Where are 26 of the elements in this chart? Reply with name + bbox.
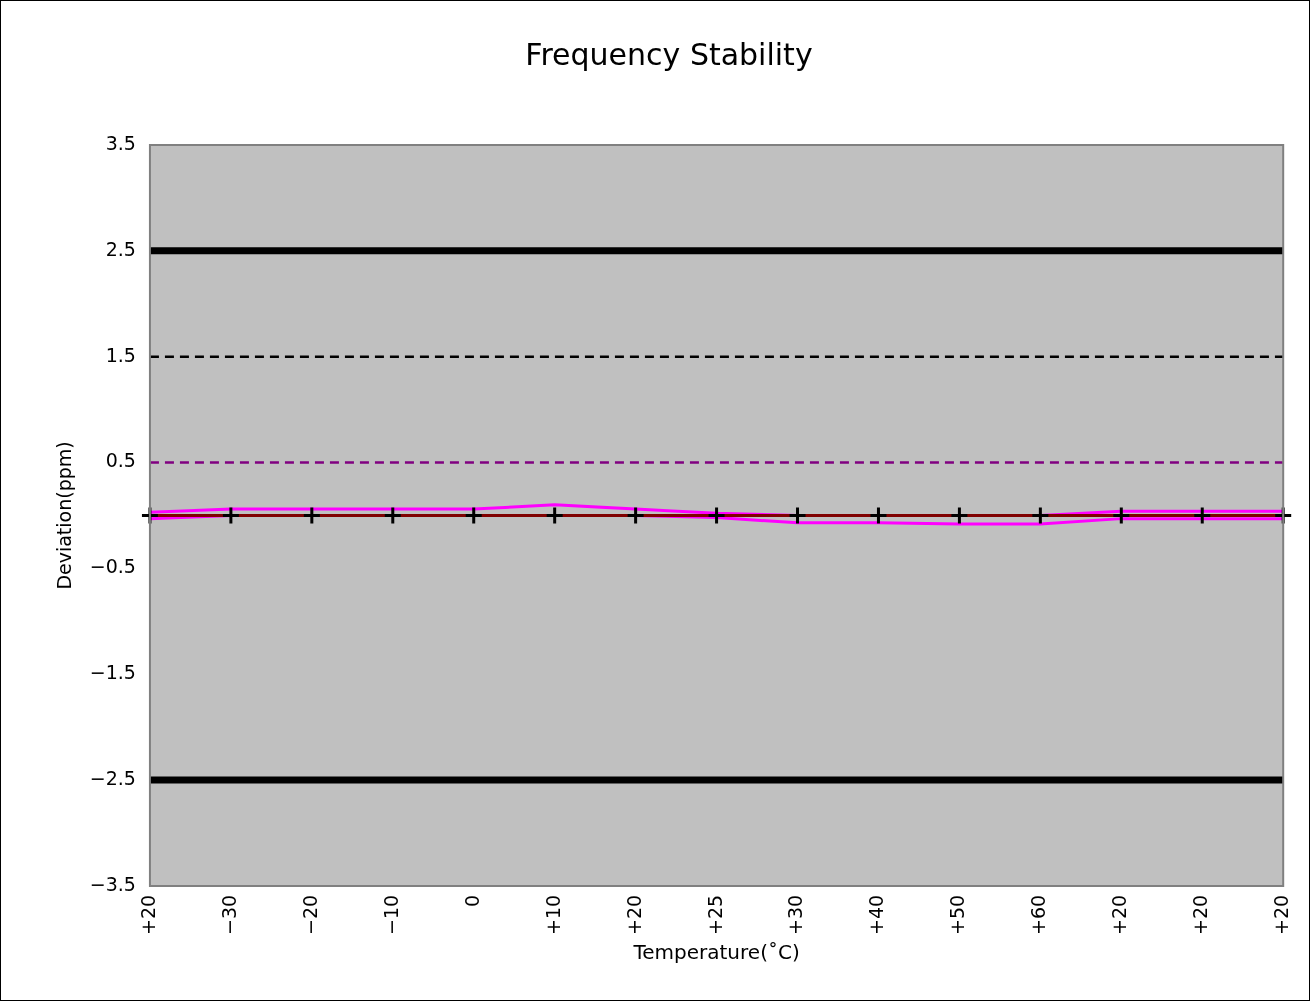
y-tick-label: 2.5 — [105, 237, 136, 260]
y-axis-title: Deviation(ppm) — [53, 441, 76, 590]
y-tick-label: −2.5 — [89, 767, 136, 789]
x-tick-label: +30 — [784, 894, 807, 936]
x-tick-label: +20 — [622, 894, 645, 936]
x-tick-label: +10 — [541, 894, 564, 936]
x-tick-label: +20 — [136, 894, 159, 936]
x-tick-label: +20 — [1108, 894, 1131, 936]
y-tick-label: −3.5 — [89, 872, 136, 895]
x-tick-label: +50 — [946, 894, 969, 936]
y-tick-label: −1.5 — [89, 661, 136, 684]
x-tick-label: −20 — [298, 894, 321, 936]
x-tick-label: +40 — [865, 894, 888, 936]
chart-title: Frequency Stability — [525, 36, 813, 72]
x-tick-label: +20 — [1270, 894, 1293, 936]
x-tick-label: 0 — [460, 894, 483, 907]
x-tick-label: −30 — [217, 894, 240, 936]
x-tick-label: +20 — [1189, 894, 1212, 936]
x-tick-label: +25 — [703, 894, 726, 936]
x-tick-label: −10 — [379, 894, 402, 936]
x-axis-title: Temperature(˚C) — [632, 940, 800, 965]
y-tick-label: 3.5 — [105, 131, 136, 154]
y-tick-label: 1.5 — [105, 343, 136, 366]
y-tick-label: 0.5 — [105, 449, 136, 472]
y-tick-label: −0.5 — [89, 555, 136, 578]
x-tick-label: +60 — [1027, 894, 1050, 936]
